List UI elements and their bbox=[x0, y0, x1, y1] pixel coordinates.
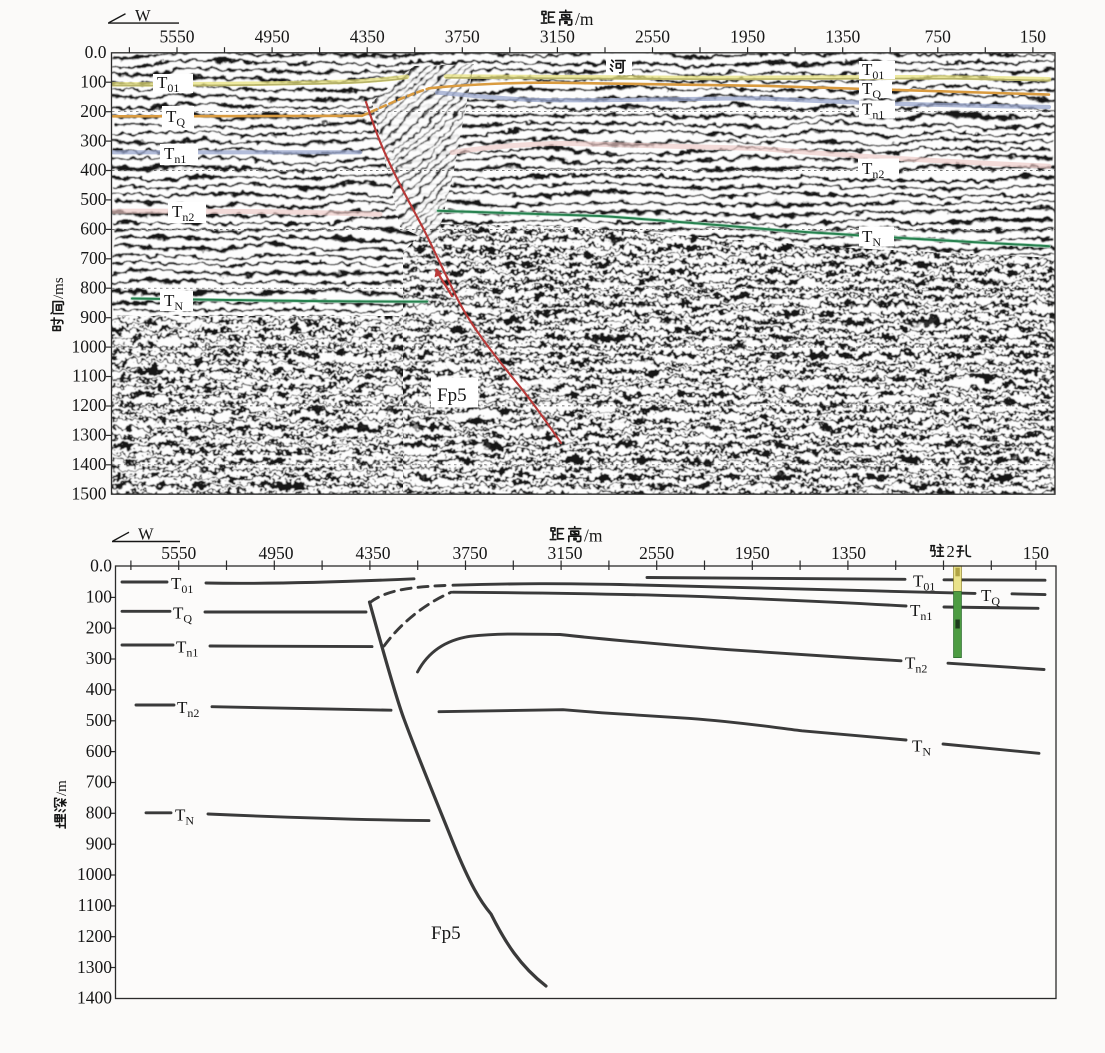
svg-text:1350: 1350 bbox=[825, 27, 860, 47]
svg-text:1950: 1950 bbox=[735, 543, 770, 563]
svg-text:400: 400 bbox=[86, 679, 113, 699]
svg-text:750: 750 bbox=[925, 27, 952, 47]
svg-text:1300: 1300 bbox=[77, 957, 112, 977]
svg-text:1100: 1100 bbox=[78, 895, 113, 915]
svg-text:1100: 1100 bbox=[72, 366, 107, 386]
svg-text:3750: 3750 bbox=[445, 27, 480, 47]
svg-text:1000: 1000 bbox=[72, 336, 107, 356]
svg-text:400: 400 bbox=[80, 160, 107, 180]
svg-text:5550: 5550 bbox=[160, 27, 195, 47]
svg-text:900: 900 bbox=[86, 833, 113, 853]
svg-text:/ms: /ms bbox=[51, 277, 67, 299]
svg-text:Fp5: Fp5 bbox=[437, 385, 467, 406]
svg-text:1300: 1300 bbox=[72, 425, 107, 445]
svg-text:3150: 3150 bbox=[540, 27, 575, 47]
svg-text:1400: 1400 bbox=[77, 988, 112, 1008]
svg-text:/m: /m bbox=[584, 526, 603, 546]
svg-text:1400: 1400 bbox=[72, 454, 107, 474]
svg-text:W: W bbox=[135, 6, 151, 25]
svg-text:800: 800 bbox=[86, 803, 113, 823]
svg-text:2550: 2550 bbox=[639, 543, 674, 563]
svg-text:900: 900 bbox=[80, 307, 107, 327]
svg-text:150: 150 bbox=[1023, 543, 1050, 563]
svg-text:5550: 5550 bbox=[161, 543, 196, 563]
svg-text:Fp5: Fp5 bbox=[431, 923, 461, 944]
svg-text:3150: 3150 bbox=[548, 543, 583, 563]
svg-text:1350: 1350 bbox=[831, 543, 866, 563]
svg-text:1500: 1500 bbox=[72, 483, 107, 503]
svg-text:4950: 4950 bbox=[255, 27, 290, 47]
svg-text:600: 600 bbox=[86, 741, 113, 761]
svg-text:1950: 1950 bbox=[730, 27, 765, 47]
svg-text:4350: 4350 bbox=[356, 543, 391, 563]
svg-text:W: W bbox=[138, 525, 154, 544]
svg-text:2550: 2550 bbox=[635, 27, 670, 47]
svg-text:100: 100 bbox=[80, 71, 107, 91]
svg-text:0.0: 0.0 bbox=[85, 42, 107, 62]
svg-text:700: 700 bbox=[80, 248, 107, 268]
svg-text:1200: 1200 bbox=[77, 926, 112, 946]
svg-text:150: 150 bbox=[1020, 27, 1047, 47]
svg-text:0.0: 0.0 bbox=[90, 556, 112, 576]
svg-text:500: 500 bbox=[80, 189, 107, 209]
svg-text:600: 600 bbox=[80, 219, 107, 239]
svg-text:3750: 3750 bbox=[453, 543, 488, 563]
svg-text:300: 300 bbox=[86, 648, 113, 668]
svg-text:1200: 1200 bbox=[72, 395, 107, 415]
svg-text:/m: /m bbox=[54, 780, 70, 796]
svg-text:500: 500 bbox=[86, 710, 113, 730]
svg-text:300: 300 bbox=[80, 130, 107, 150]
svg-text:200: 200 bbox=[80, 101, 107, 121]
svg-text:800: 800 bbox=[80, 277, 107, 297]
svg-text:200: 200 bbox=[86, 617, 113, 637]
svg-text:700: 700 bbox=[86, 772, 113, 792]
svg-text:100: 100 bbox=[86, 587, 113, 607]
svg-text:4350: 4350 bbox=[350, 27, 385, 47]
svg-text:/m: /m bbox=[575, 9, 594, 29]
svg-text:1000: 1000 bbox=[77, 864, 112, 884]
svg-text:4950: 4950 bbox=[259, 543, 294, 563]
svg-text:2: 2 bbox=[947, 542, 955, 561]
